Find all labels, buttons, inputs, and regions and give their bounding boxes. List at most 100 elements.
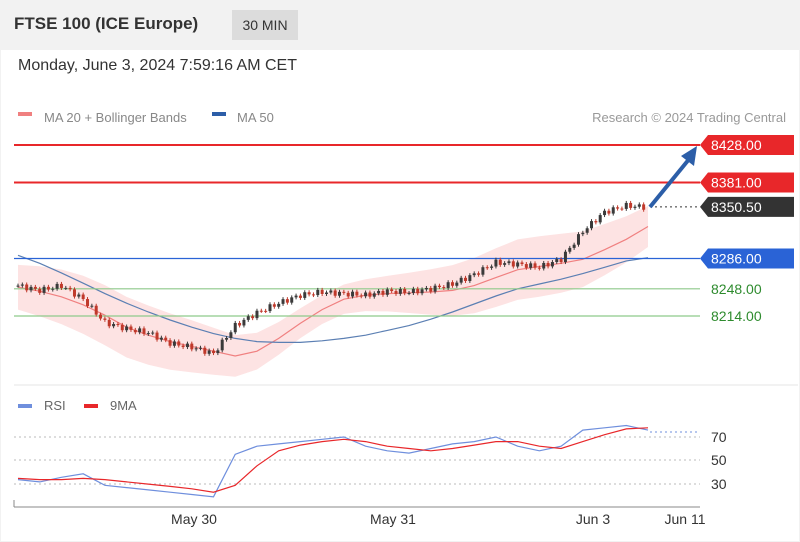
- x-tick-may31: May 31: [370, 511, 416, 527]
- candle-body: [616, 207, 620, 209]
- candle-body: [324, 292, 328, 294]
- candle-body: [607, 210, 611, 214]
- candle-body: [142, 328, 146, 334]
- candle-body: [220, 339, 224, 351]
- candle-body: [472, 273, 476, 276]
- candle-body: [346, 292, 350, 297]
- candle-body: [524, 264, 528, 268]
- level-label-pivot: 8286.00: [711, 250, 762, 266]
- candle-body: [381, 290, 385, 295]
- candle-body: [485, 267, 489, 269]
- candle-body: [46, 286, 50, 290]
- candle-body: [29, 286, 33, 291]
- candle-body: [203, 347, 207, 354]
- candle-body: [477, 273, 481, 275]
- candle-body: [542, 262, 546, 269]
- candle-body: [333, 290, 337, 296]
- candle-body: [294, 295, 298, 298]
- forecast-arrow-shaft: [648, 156, 692, 209]
- candle-body: [168, 340, 172, 346]
- candle-body: [398, 288, 402, 294]
- candle-body: [68, 287, 72, 290]
- candle-body: [290, 297, 294, 303]
- legend-rsi-swatch: [18, 404, 32, 408]
- candle-body: [72, 289, 76, 297]
- candle-body: [81, 294, 85, 300]
- candle-body: [194, 348, 198, 350]
- candle-body: [338, 291, 342, 296]
- legend-ma50-label: MA 50: [237, 110, 274, 125]
- candle-body: [255, 310, 259, 319]
- candle-body: [242, 319, 246, 326]
- candle-body: [172, 341, 176, 346]
- legend-ma20-swatch: [18, 112, 32, 116]
- candle-body: [164, 337, 168, 341]
- candle-body: [629, 202, 633, 208]
- legend-rsi-ma-label: 9MA: [110, 398, 137, 413]
- candle-body: [563, 251, 567, 263]
- x-tick-jun11: Jun 11: [665, 511, 706, 527]
- bollinger-band: [18, 206, 648, 377]
- candle-body: [316, 289, 320, 296]
- timeframe-badge[interactable]: 30 MIN: [232, 10, 298, 40]
- candle-body: [138, 328, 142, 333]
- candle-body: [590, 221, 594, 229]
- candle-body: [568, 247, 572, 252]
- candle-body: [529, 263, 533, 268]
- candle-body: [494, 259, 498, 267]
- legend-rsi-label: RSI: [44, 398, 66, 413]
- candle-body: [520, 262, 524, 265]
- candle-body: [351, 291, 355, 297]
- candle-body: [190, 343, 194, 350]
- candle-body: [120, 324, 124, 331]
- candle-body: [216, 350, 220, 354]
- candle-body: [64, 287, 68, 289]
- candle-body: [546, 262, 550, 267]
- candle-body: [42, 286, 46, 293]
- candle-body: [620, 208, 624, 210]
- candle-body: [99, 314, 103, 319]
- ma50-line: [17, 254, 649, 343]
- candle-body: [272, 304, 276, 307]
- candle-body: [238, 322, 242, 326]
- candle-body: [464, 277, 468, 281]
- candle-body: [86, 299, 90, 307]
- rsi-tick-70: 70: [711, 429, 727, 445]
- candle-body: [146, 333, 150, 335]
- candle-body: [107, 319, 111, 327]
- candle-body: [33, 286, 37, 289]
- candle-body: [533, 263, 537, 268]
- candle-body: [38, 288, 42, 293]
- candle-body: [368, 292, 372, 297]
- level-tag-resistance: [700, 172, 794, 193]
- candle-body: [394, 291, 398, 294]
- candle-body: [229, 332, 233, 338]
- candle-body: [377, 290, 381, 294]
- datetime-label: Monday, June 3, 2024 7:59:16 AM CET: [18, 57, 297, 74]
- candle-body: [429, 287, 433, 292]
- candle-body: [181, 345, 185, 348]
- legend-ma50-swatch: [212, 112, 226, 116]
- candle-body: [424, 287, 428, 290]
- level-label-resistance: 8381.00: [711, 175, 762, 191]
- candle-body: [598, 215, 602, 223]
- candle-body: [198, 347, 202, 349]
- candle-body: [459, 277, 463, 283]
- forecast-arrow: [648, 146, 697, 209]
- rsi-line: [17, 424, 649, 498]
- candle-body: [116, 324, 120, 326]
- candle-body: [277, 303, 281, 307]
- candle-body: [433, 285, 437, 292]
- candle-body: [355, 291, 359, 296]
- candle-body: [576, 234, 580, 245]
- candle-body: [329, 290, 333, 293]
- candle-body: [177, 341, 181, 346]
- candle-body: [259, 310, 263, 312]
- candle-body: [246, 316, 250, 320]
- candle-body: [442, 287, 446, 289]
- level-tag-pivot: [700, 248, 794, 269]
- candle-body: [307, 292, 311, 295]
- candle-body: [481, 267, 485, 275]
- candle-body: [125, 326, 129, 331]
